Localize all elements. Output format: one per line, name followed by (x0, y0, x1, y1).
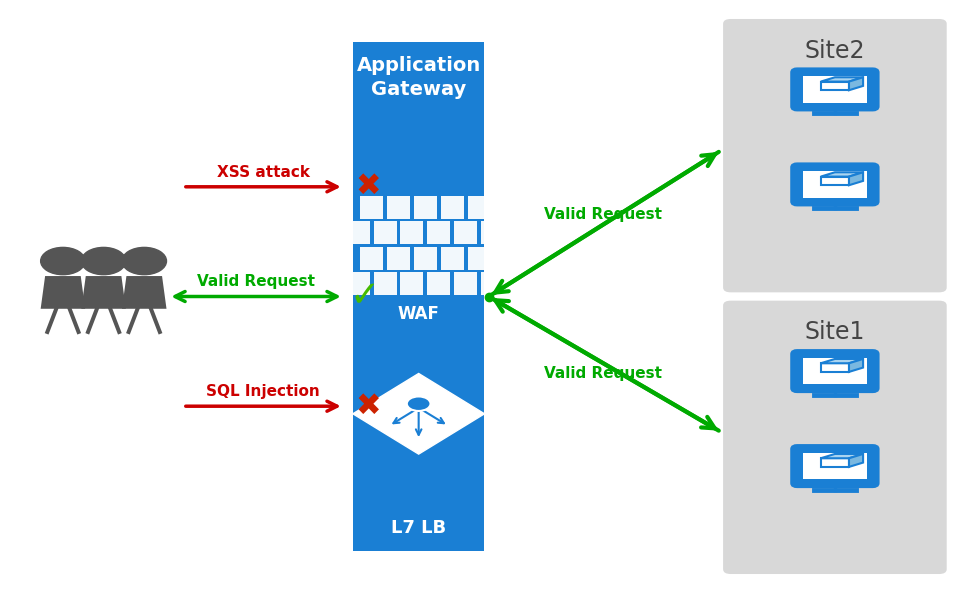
Bar (387, 196, 410, 219)
Bar (454, 221, 477, 244)
Bar (495, 247, 518, 270)
Text: Valid Request: Valid Request (197, 275, 315, 289)
Bar (360, 247, 383, 270)
Bar (414, 196, 437, 219)
Text: ✓: ✓ (349, 279, 380, 314)
Bar (468, 196, 491, 219)
Text: Site1: Site1 (804, 320, 865, 344)
Bar (495, 196, 518, 219)
Polygon shape (81, 276, 126, 309)
Text: L7 LB: L7 LB (391, 519, 446, 537)
Bar (401, 272, 423, 295)
FancyBboxPatch shape (792, 351, 877, 391)
Bar (468, 247, 491, 270)
Circle shape (407, 397, 431, 411)
Bar (803, 453, 866, 479)
FancyBboxPatch shape (723, 19, 947, 292)
Bar (803, 76, 866, 103)
Text: Application
Gateway: Application Gateway (356, 56, 481, 99)
Circle shape (122, 247, 166, 275)
Polygon shape (849, 173, 863, 185)
Bar (481, 221, 504, 244)
Polygon shape (821, 82, 849, 90)
Polygon shape (821, 458, 849, 467)
Bar (387, 247, 410, 270)
Text: SQL Injection: SQL Injection (206, 384, 320, 399)
Polygon shape (41, 276, 85, 309)
Polygon shape (353, 374, 484, 454)
Bar (427, 272, 450, 295)
Circle shape (41, 247, 85, 275)
Polygon shape (821, 359, 863, 364)
Bar (440, 196, 464, 219)
Text: ✖: ✖ (355, 173, 380, 201)
Text: ✖: ✖ (355, 392, 380, 420)
Text: XSS attack: XSS attack (217, 165, 310, 180)
Polygon shape (849, 454, 863, 467)
Bar (360, 196, 383, 219)
Text: Valid Request: Valid Request (544, 207, 662, 222)
Polygon shape (122, 276, 166, 309)
Polygon shape (821, 177, 849, 185)
Text: Valid Request: Valid Request (544, 366, 662, 381)
Polygon shape (821, 364, 849, 372)
FancyBboxPatch shape (792, 69, 877, 109)
Circle shape (81, 247, 126, 275)
FancyBboxPatch shape (792, 164, 877, 205)
Text: WAF: WAF (398, 305, 439, 323)
FancyBboxPatch shape (723, 301, 947, 574)
Bar (414, 247, 437, 270)
Bar (347, 272, 370, 295)
Polygon shape (849, 359, 863, 372)
Polygon shape (821, 77, 863, 82)
Bar (347, 221, 370, 244)
Bar (803, 171, 866, 197)
Bar (374, 272, 397, 295)
Bar (401, 221, 423, 244)
Bar (803, 358, 866, 384)
Bar (454, 272, 477, 295)
Polygon shape (821, 173, 863, 177)
Bar (427, 221, 450, 244)
Bar (374, 221, 397, 244)
FancyBboxPatch shape (792, 446, 877, 486)
Bar (481, 272, 504, 295)
Bar (440, 247, 464, 270)
Polygon shape (849, 77, 863, 90)
Text: Site2: Site2 (804, 39, 865, 62)
FancyBboxPatch shape (353, 42, 484, 551)
Polygon shape (821, 454, 863, 458)
